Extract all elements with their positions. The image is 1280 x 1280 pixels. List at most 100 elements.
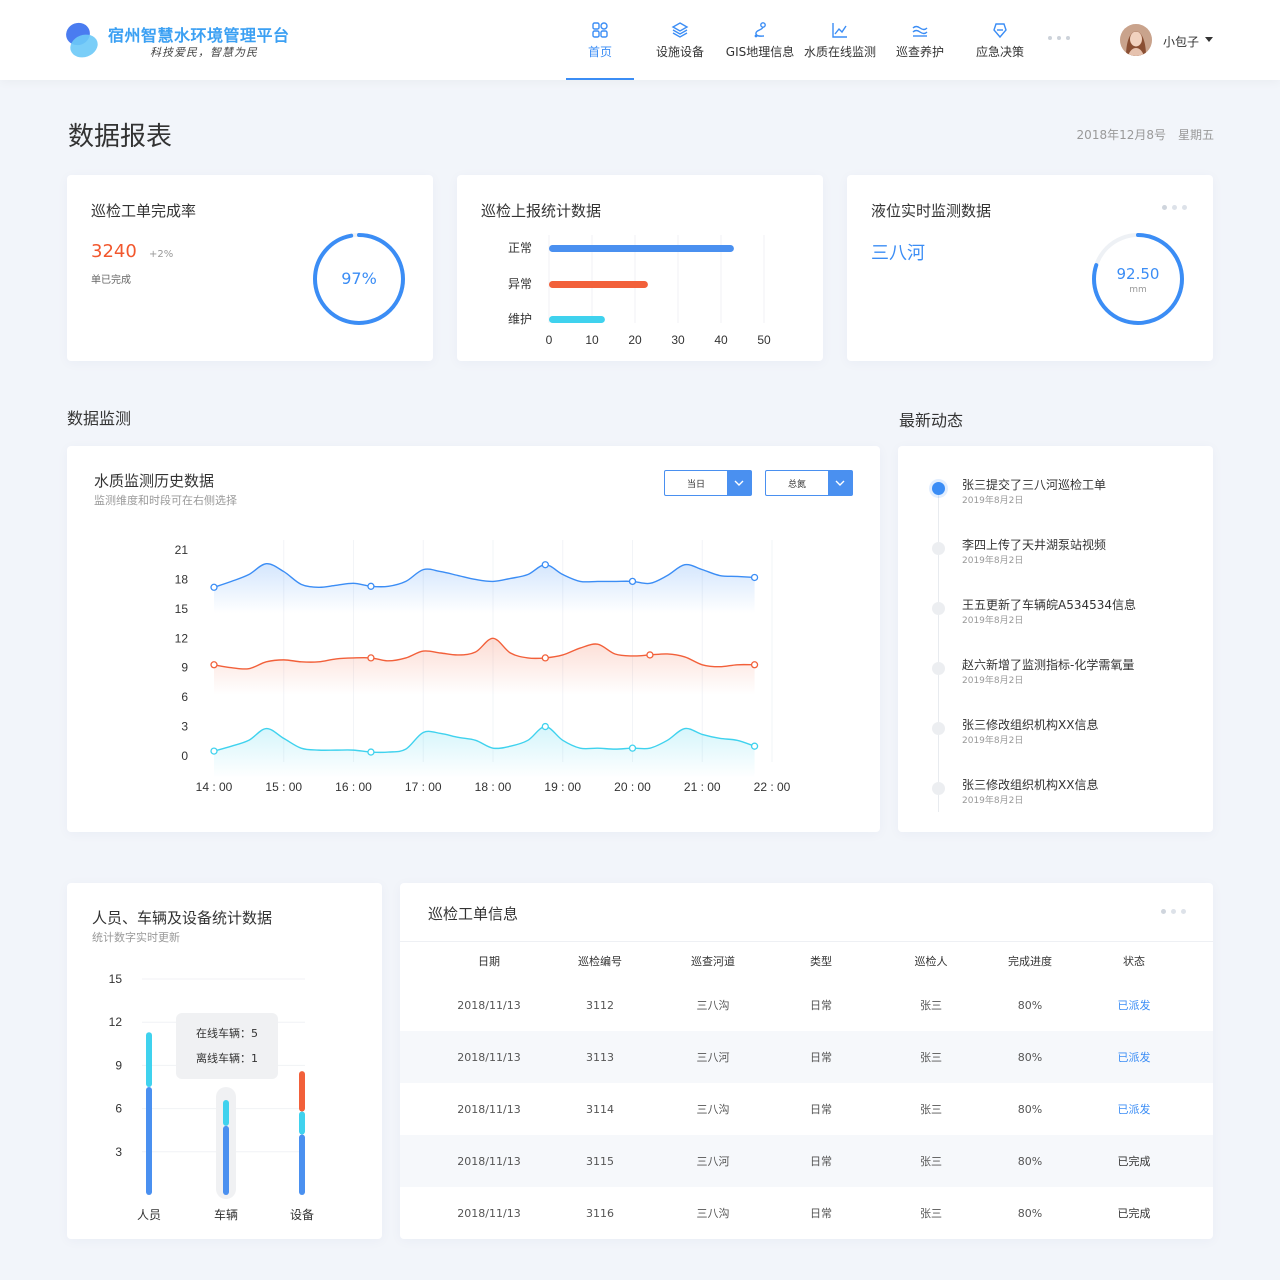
table-row[interactable]: 2018/11/13 3112 三八沟 日常 张三 80% 已派发 xyxy=(400,979,1213,1031)
column-header[interactable]: 巡查河道 xyxy=(691,954,735,968)
table-row[interactable]: 2018/11/13 3116 三八沟 日常 张三 80% 已完成 xyxy=(400,1187,1213,1239)
wq-point[interactable] xyxy=(750,573,759,582)
wq-point[interactable] xyxy=(367,748,375,756)
column-header[interactable]: 巡检人 xyxy=(914,954,948,968)
res-category-label: 人员 xyxy=(137,1208,161,1222)
wq-x-tick: 16 : 00 xyxy=(335,780,372,794)
avatar[interactable] xyxy=(1120,24,1152,56)
wq-series-line[interactable] xyxy=(213,637,755,670)
wq-point[interactable] xyxy=(367,582,375,590)
wq-x-tick: 20 : 00 xyxy=(614,780,651,794)
wq-point[interactable] xyxy=(210,661,218,669)
cell-status[interactable]: 已派发 xyxy=(1117,999,1151,1012)
completed-unit: 单已完成 xyxy=(91,275,131,286)
cell-status[interactable]: 已完成 xyxy=(1117,1207,1151,1220)
res-bar-segment[interactable] xyxy=(146,1087,152,1195)
platform-logo-icon[interactable] xyxy=(66,22,100,58)
news-text: 李四上传了天井湖泵站视频 xyxy=(962,538,1107,552)
wq-x-tick: 21 : 00 xyxy=(684,780,721,794)
timeline-line xyxy=(938,482,939,812)
username[interactable]: 小包子 xyxy=(1163,35,1200,49)
wq-y-tick: 9 xyxy=(181,661,188,675)
cell-status[interactable]: 已派发 xyxy=(1117,1103,1151,1116)
res-bar-segment[interactable] xyxy=(299,1071,305,1112)
wq-point[interactable] xyxy=(750,661,759,669)
cell-progress: 80% xyxy=(1017,998,1043,1012)
cell-inspector: 张三 xyxy=(920,1155,942,1168)
wq-point[interactable] xyxy=(541,561,549,569)
column-header[interactable]: 类型 xyxy=(810,954,832,968)
wq-point[interactable] xyxy=(628,577,637,586)
wq-series-area xyxy=(214,563,755,614)
nav-item-5[interactable]: 应急决策 xyxy=(960,0,1040,80)
wq-x-tick: 19 : 00 xyxy=(544,780,581,794)
table-row[interactable]: 2018/11/13 3113 三八河 日常 张三 80% 已派发 xyxy=(400,1031,1213,1083)
nav-item-2[interactable]: GIS地理信息 xyxy=(720,0,800,80)
water-quality-chart[interactable]: 21 18 15 12 9 6 3 0 14 : 00 15 : 00 16 : 00 17 : 00… xyxy=(67,526,880,826)
nav-item-0[interactable]: 首页 xyxy=(560,0,640,80)
res-y-tick: 9 xyxy=(115,1058,122,1072)
water-quality-title: 水质监测历史数据 xyxy=(94,472,215,490)
metric-select[interactable]: 总氮 xyxy=(765,470,853,496)
cell-id: 3116 xyxy=(586,1206,614,1220)
column-header[interactable]: 状态 xyxy=(1123,954,1145,968)
wq-point[interactable] xyxy=(750,742,759,750)
nav-item-4[interactable]: 巡查养护 xyxy=(880,0,960,80)
decision-icon xyxy=(993,22,1007,38)
column-header[interactable]: 日期 xyxy=(478,954,500,968)
wq-point[interactable] xyxy=(210,583,218,591)
column-header[interactable]: 完成进度 xyxy=(1008,954,1052,968)
news-text: 张三提交了三八河巡检工单 xyxy=(962,478,1107,492)
cell-inspector: 张三 xyxy=(920,1051,942,1064)
report-bar[interactable] xyxy=(549,245,734,252)
cell-status[interactable]: 已完成 xyxy=(1117,1155,1151,1168)
nav-item-3[interactable]: 水质在线监测 xyxy=(800,0,880,80)
report-bar[interactable] xyxy=(549,316,605,323)
timeline-dot-icon xyxy=(932,602,945,615)
resources-chart[interactable]: 15 12 9 6 3 人员 车辆 设备 xyxy=(67,963,382,1233)
cell-id: 3115 xyxy=(586,1154,614,1168)
table-row[interactable]: 2018/11/13 3114 三八沟 日常 张三 80% 已派发 xyxy=(400,1083,1213,1135)
report-category-label: 异常 xyxy=(508,277,532,291)
level-more-icon[interactable] xyxy=(1162,205,1187,210)
more-nav-icon[interactable] xyxy=(1048,36,1070,40)
res-bar-segment[interactable] xyxy=(299,1134,305,1195)
timeline-dot-icon xyxy=(932,782,945,795)
wq-y-tick: 15 xyxy=(175,602,189,616)
level-river-name[interactable]: 三八河 xyxy=(871,243,925,264)
nav-item-1[interactable]: 设施设备 xyxy=(640,0,720,80)
chevron-down-icon[interactable] xyxy=(828,471,852,495)
layers-icon xyxy=(671,21,689,38)
res-bar-segment[interactable] xyxy=(299,1111,305,1135)
wq-series-area xyxy=(214,638,755,695)
chevron-down-icon[interactable] xyxy=(727,471,751,495)
wq-point[interactable] xyxy=(541,722,549,731)
cell-status[interactable]: 已派发 xyxy=(1117,1051,1151,1064)
wq-point[interactable] xyxy=(541,654,549,662)
level-ring xyxy=(1092,233,1184,325)
nav-item-label: 水质在线监测 xyxy=(803,44,876,59)
chevron-down-icon[interactable] xyxy=(1205,37,1213,42)
column-header[interactable]: 巡检编号 xyxy=(578,954,622,968)
wq-point[interactable] xyxy=(628,744,637,752)
wq-series-line[interactable] xyxy=(213,725,755,754)
period-select[interactable]: 当日 xyxy=(664,470,752,496)
news-text: 王五更新了车辆皖A534534信息 xyxy=(962,598,1137,612)
nav-item-label: 应急决策 xyxy=(975,44,1024,59)
table-row[interactable]: 2018/11/13 3115 三八河 日常 张三 80% 已完成 xyxy=(400,1135,1213,1187)
wq-point[interactable] xyxy=(646,651,654,659)
report-bar[interactable] xyxy=(549,281,648,288)
line-chart-icon xyxy=(832,22,847,38)
period-select-value: 当日 xyxy=(686,479,705,490)
completion-ring xyxy=(313,233,405,325)
res-bar-segment[interactable] xyxy=(223,1125,229,1195)
news-time: 2019年8月2日 xyxy=(962,796,1024,806)
res-bar-segment[interactable] xyxy=(223,1099,229,1126)
wq-point[interactable] xyxy=(210,747,218,755)
wq-series-line[interactable] xyxy=(213,563,755,588)
orders-more-icon[interactable] xyxy=(1161,909,1186,914)
res-bar-segment[interactable] xyxy=(146,1032,152,1087)
monitoring-section-title: 数据监测 xyxy=(67,409,132,428)
cell-date: 2018/11/13 xyxy=(457,1102,521,1116)
wq-point[interactable] xyxy=(367,654,375,662)
